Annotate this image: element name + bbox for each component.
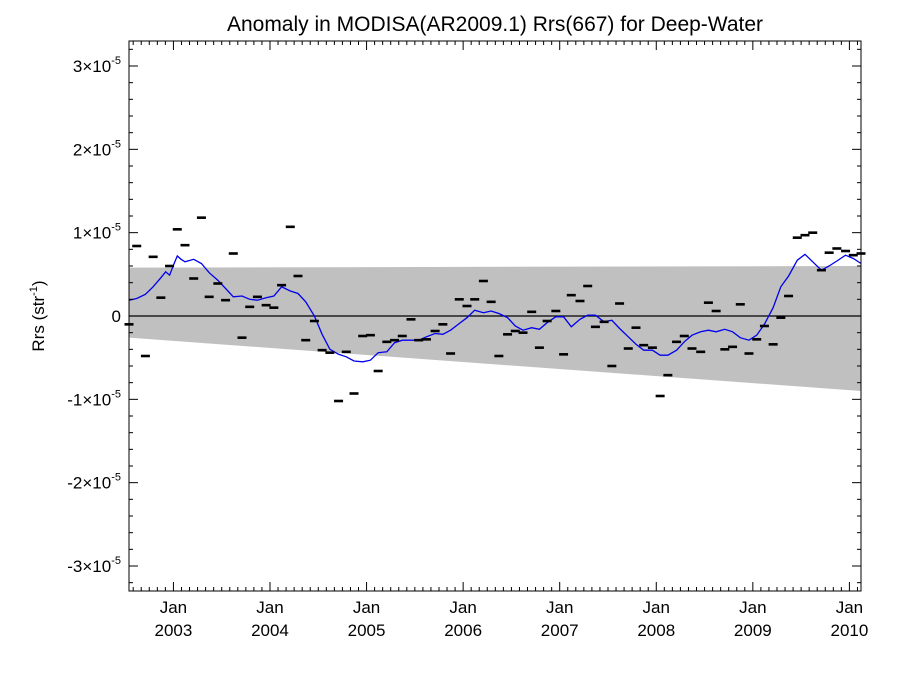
y-axis-label: Rrs (str-1): [28, 280, 48, 351]
x-tick-year-label: 2006: [444, 621, 482, 640]
y-tick-exponent: -5: [111, 55, 121, 67]
y-tick-mantissa: -3×10: [67, 557, 111, 576]
smoothed-line-layer: [128, 253, 862, 363]
y-axis-label-main: Rrs (str: [29, 296, 48, 352]
x-tick-month-label: Jan: [643, 598, 670, 617]
y-tick-mantissa: 3×10: [73, 57, 111, 76]
y-tick-exponent: -5: [111, 555, 121, 567]
x-tick-month-label: Jan: [353, 598, 380, 617]
y-tick-mantissa: -2×10: [67, 474, 111, 493]
monthly-marker-layer: [124, 216, 866, 403]
y-tick-label: 1×10-5: [73, 222, 121, 243]
x-tick-year-label: 2004: [251, 621, 289, 640]
x-tick-month-label: Jan: [449, 598, 476, 617]
confidence-band-layer: [129, 266, 861, 391]
y-tick-label: -2×10-5: [67, 472, 121, 493]
x-tick-year-label: 2005: [348, 621, 386, 640]
x-axis-ticks: Jan 2003 Jan 2004 Jan 2005 Jan 2006 Jan 2007 Jan 20…: [132, 41, 868, 640]
y-tick-exponent: -5: [111, 388, 121, 400]
y-tick-exponent: -5: [111, 138, 121, 150]
x-tick-month-label: Jan: [836, 598, 863, 617]
y-tick-label: 3×10-5: [73, 55, 121, 76]
x-tick-year-label: 2009: [734, 621, 772, 640]
x-tick-year-label: 2007: [541, 621, 579, 640]
x-tick-year-label: 2010: [830, 621, 868, 640]
y-tick-label: 2×10-5: [73, 138, 121, 159]
x-tick-month-label: Jan: [739, 598, 766, 617]
y-tick-mantissa: -1×10: [67, 390, 111, 409]
x-tick-month-label: Jan: [546, 598, 573, 617]
y-tick-label: 0: [112, 307, 121, 326]
confidence-band: [129, 266, 861, 391]
x-tick-year-label: 2003: [155, 621, 193, 640]
y-tick-label: -1×10-5: [67, 388, 121, 409]
y-axis-label-close: ): [29, 280, 48, 286]
chart-title: Anomaly in MODISA(AR2009.1) Rrs(667) for…: [227, 13, 763, 36]
smoothed-anomaly-line: [128, 253, 862, 363]
y-axis-label-sup: -1: [28, 286, 40, 296]
y-tick-exponent: -5: [111, 472, 121, 484]
y-tick-label: -3×10-5: [67, 555, 121, 576]
x-tick-month-label: Jan: [160, 598, 187, 617]
y-tick-mantissa: 2×10: [73, 140, 111, 159]
y-tick-exponent: -5: [111, 222, 121, 234]
x-tick-year-label: 2008: [637, 621, 675, 640]
x-tick-month-label: Jan: [256, 598, 283, 617]
y-tick-mantissa: 1×10: [73, 224, 111, 243]
y-tick-mantissa: 0: [112, 307, 121, 326]
y-axis-ticks: 3×10-52×10-51×10-50-1×10-5-2×10-5-3×10-5: [67, 48, 861, 584]
